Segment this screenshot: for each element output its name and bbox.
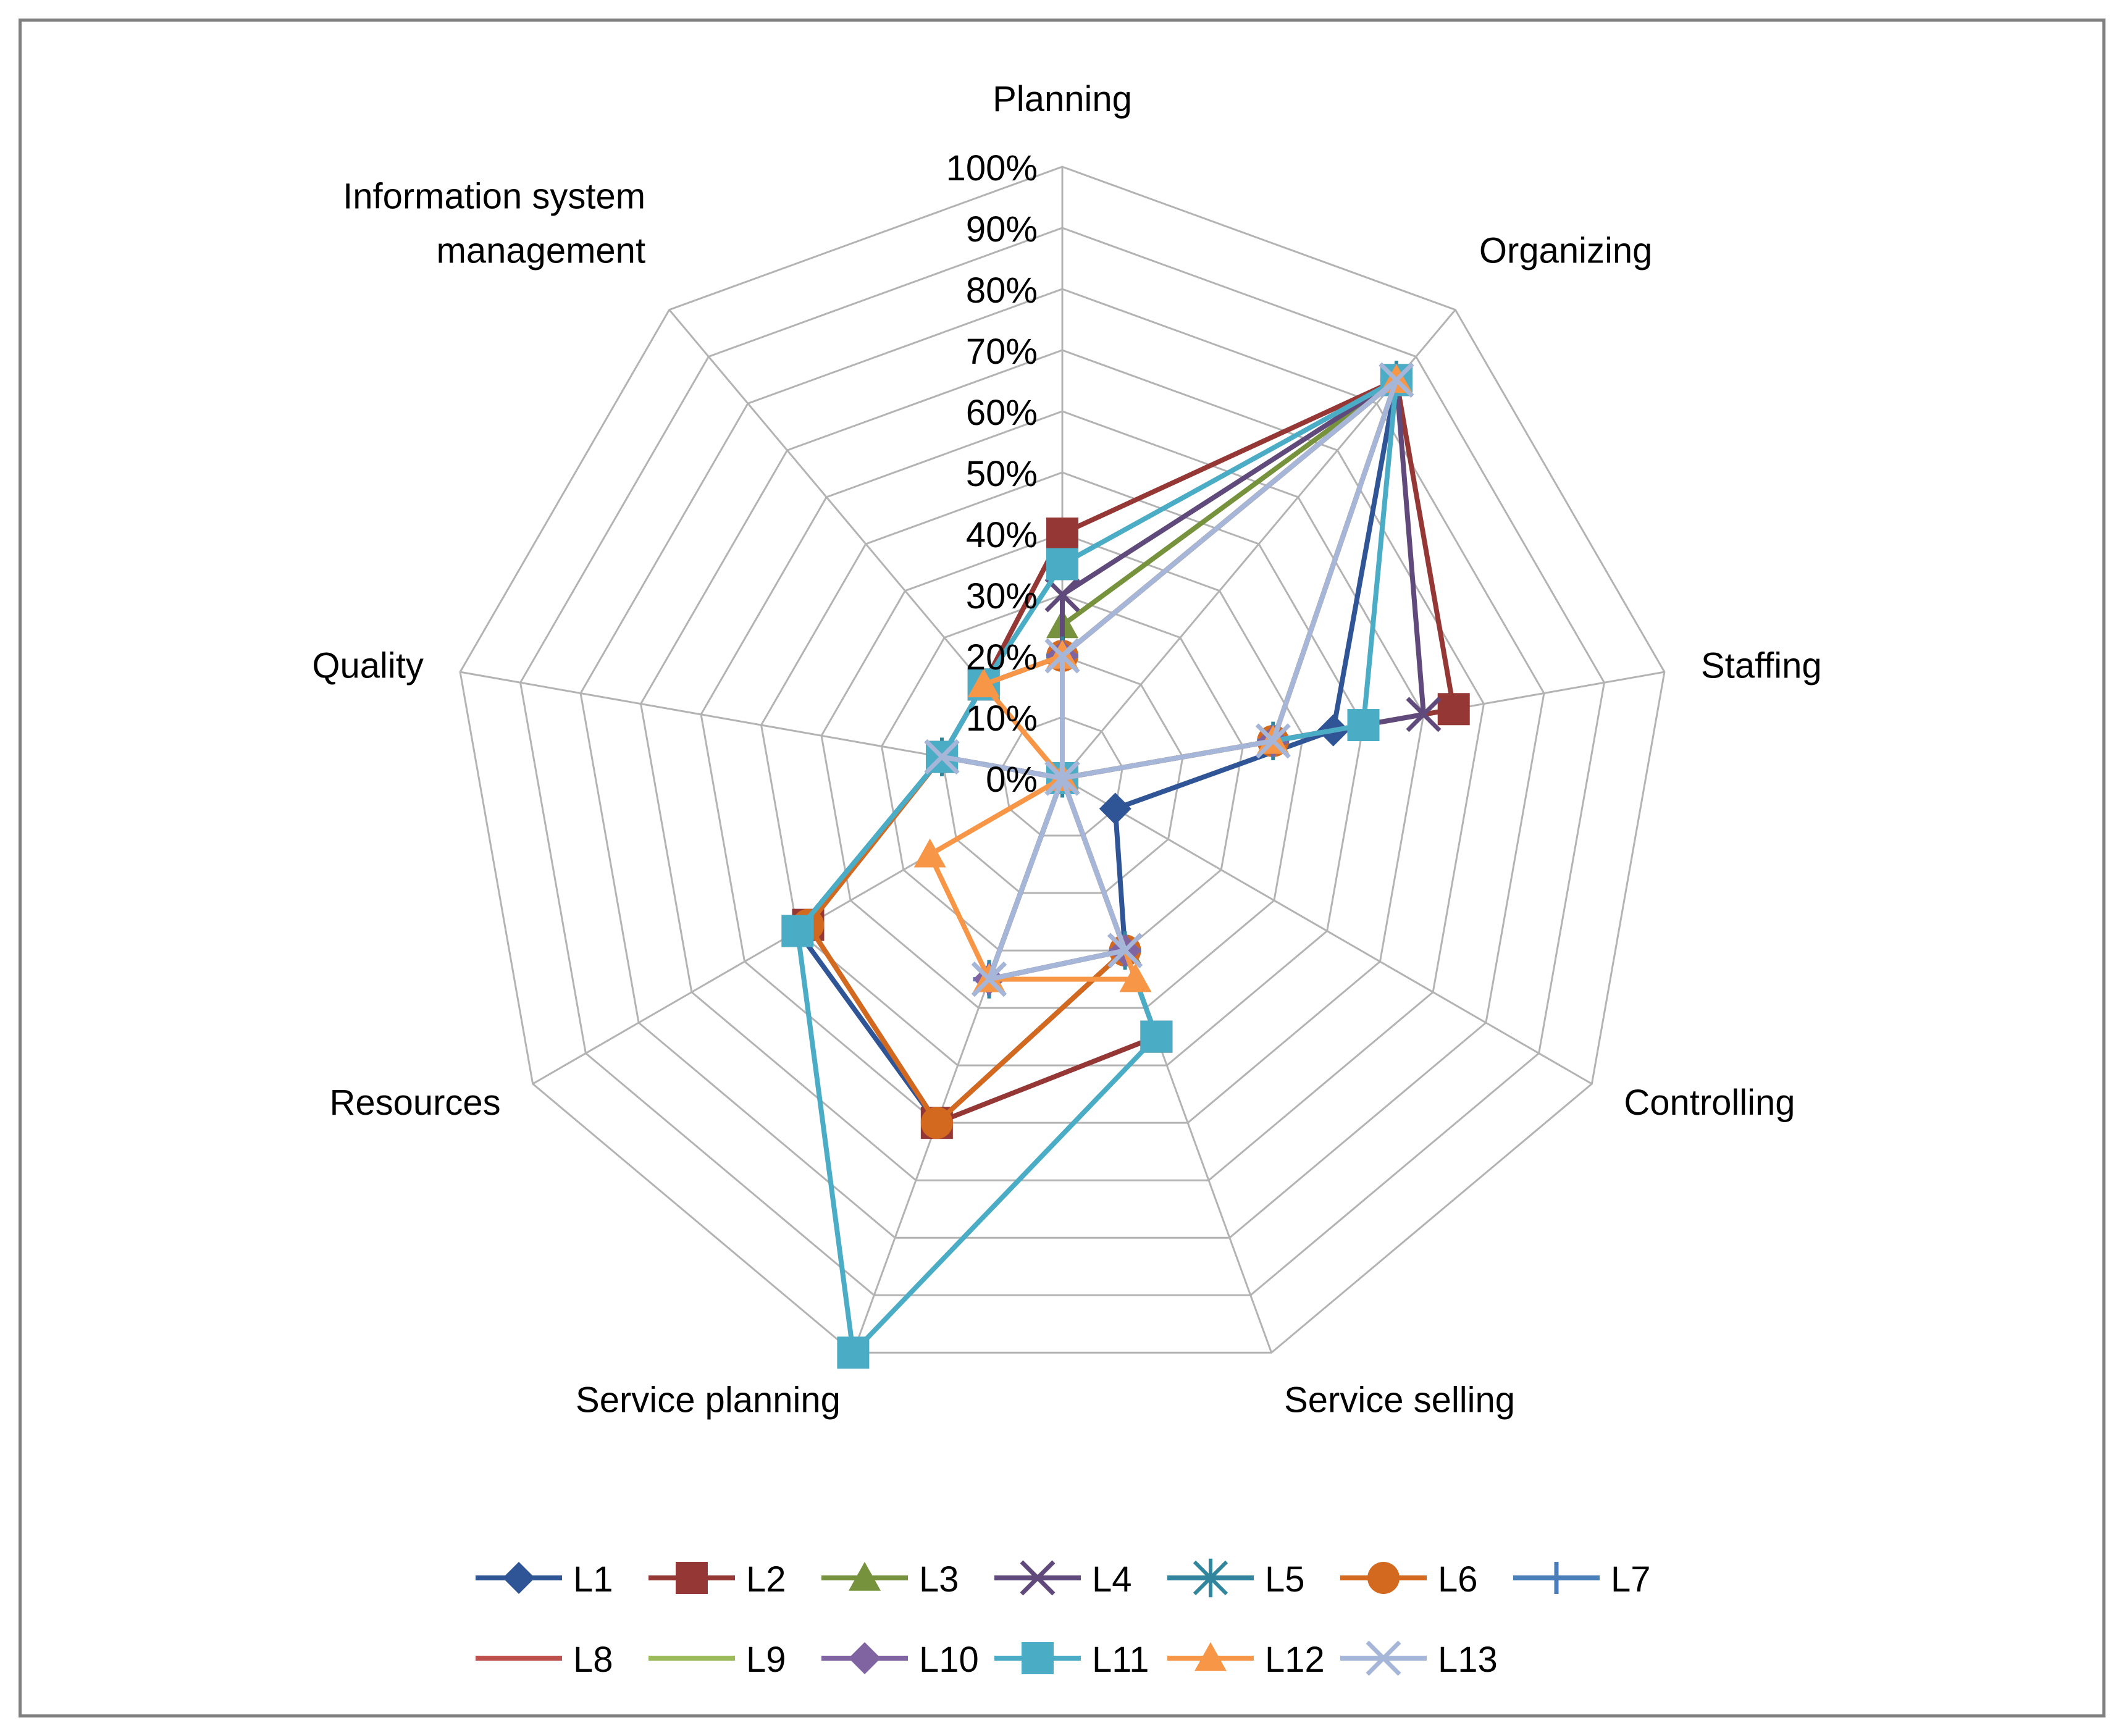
data-point	[1194, 1642, 1227, 1671]
tick-label: 70%	[966, 332, 1038, 372]
tick-label: 30%	[966, 576, 1038, 616]
tick-label: 50%	[966, 454, 1038, 494]
data-point	[837, 1336, 870, 1369]
tick-label: 40%	[966, 515, 1038, 555]
axis-label: Quality	[312, 646, 424, 686]
tick-label: 0%	[986, 760, 1038, 800]
data-point	[503, 1562, 535, 1594]
data-point	[1193, 1558, 1228, 1598]
data-point	[972, 962, 1007, 997]
data-point	[1540, 1562, 1572, 1594]
legend-item-l6: L6	[1340, 1559, 1478, 1600]
data-point	[1140, 1020, 1173, 1053]
legend: L1 L2 L3 L4 L5 L6 L7 L8 L9 L10 L11 L12 L13	[476, 1558, 1651, 1680]
data-point	[1406, 697, 1442, 732]
data-point	[781, 915, 814, 947]
legend-label: L7	[1611, 1559, 1651, 1600]
legend-label: L2	[746, 1559, 786, 1600]
data-point	[1044, 760, 1080, 796]
axis-spoke	[1062, 777, 1593, 1085]
legend-item-l9: L9	[649, 1640, 786, 1680]
tick-label: 60%	[966, 393, 1038, 433]
tick-label: 80%	[966, 270, 1038, 311]
tick-label: 100%	[946, 148, 1038, 188]
data-point	[1119, 963, 1152, 992]
data-point	[924, 739, 960, 775]
series-line	[805, 377, 1399, 1126]
tick-label: 20%	[966, 637, 1038, 677]
data-point	[1022, 1642, 1054, 1674]
legend-item-l8: L8	[476, 1640, 613, 1680]
radar-grid	[459, 166, 1666, 1354]
legend-item-l10: L10	[821, 1640, 979, 1680]
data-point	[676, 1562, 708, 1594]
legend-label: L10	[919, 1640, 979, 1680]
legend-item-l2: L2	[649, 1559, 786, 1600]
legend-label: L9	[746, 1640, 786, 1680]
axis-label: Staffing	[1701, 646, 1822, 686]
legend-item-l5: L5	[1167, 1558, 1305, 1600]
legend-label: L6	[1438, 1559, 1478, 1600]
series-l6	[792, 364, 1413, 1139]
axis-label: Service selling	[1284, 1380, 1515, 1420]
data-point	[1099, 792, 1131, 825]
grid-ring	[700, 410, 1425, 1124]
axis-label: Information system	[343, 177, 645, 217]
legend-label: L12	[1265, 1640, 1325, 1680]
series-l13	[924, 362, 1414, 997]
legend-label: L11	[1092, 1640, 1149, 1680]
data-point	[1367, 1562, 1400, 1594]
tick-label: 10%	[966, 698, 1038, 739]
data-point	[1347, 709, 1380, 742]
data-point	[1437, 693, 1470, 726]
axis-label: Service planning	[576, 1380, 841, 1420]
axis-label: management	[437, 231, 646, 271]
data-point	[1046, 548, 1078, 581]
data-point	[1044, 638, 1080, 674]
series-l2	[792, 364, 1470, 1139]
grid-ring	[519, 227, 1606, 1296]
data-point	[1046, 518, 1078, 550]
data-point	[849, 1642, 881, 1674]
data-point	[967, 668, 1000, 698]
series-line	[939, 377, 1399, 982]
tick-labels: 0% 10% 20% 30% 40% 50% 60% 70% 80% 90% 100%	[946, 148, 1038, 800]
grid-ring	[1001, 716, 1124, 837]
series-line	[795, 377, 1399, 1126]
axis-label: Controlling	[1624, 1083, 1795, 1123]
legend-label: L5	[1265, 1559, 1305, 1600]
series-group	[781, 361, 1470, 1369]
tick-label: 90%	[966, 209, 1038, 249]
grid-ring	[459, 166, 1666, 1354]
data-point	[849, 1562, 881, 1591]
data-point	[1366, 1640, 1401, 1676]
legend-item-l12: L12	[1167, 1640, 1325, 1680]
series-l1	[781, 364, 1413, 1139]
axis-label: Planning	[993, 79, 1132, 119]
legend-item-l7: L7	[1513, 1559, 1651, 1600]
legend-label: L3	[919, 1559, 959, 1600]
legend-item-l3: L3	[821, 1559, 959, 1600]
legend-item-l4: L4	[994, 1559, 1132, 1600]
axis-labels: Planning Organizing Staffing Controlling Ser…	[312, 79, 1821, 1420]
legend-label: L8	[573, 1640, 613, 1680]
legend-label: L4	[1092, 1559, 1132, 1600]
data-point	[1255, 723, 1291, 759]
data-point	[913, 838, 946, 868]
series-line	[795, 377, 1399, 1356]
legend-label: L1	[573, 1559, 613, 1600]
legend-item-l13: L13	[1340, 1640, 1498, 1680]
grid-ring	[880, 593, 1245, 952]
legend-item-l1: L1	[476, 1559, 613, 1600]
data-point	[1379, 362, 1414, 398]
grid-ring	[579, 288, 1545, 1239]
axis-label: Resources	[329, 1083, 500, 1123]
data-point	[1020, 1560, 1056, 1596]
data-point	[1107, 933, 1143, 968]
axis-label: Organizing	[1479, 231, 1652, 271]
legend-item-l11: L11	[994, 1640, 1149, 1680]
legend-label: L13	[1438, 1640, 1498, 1680]
data-point	[920, 1107, 953, 1139]
